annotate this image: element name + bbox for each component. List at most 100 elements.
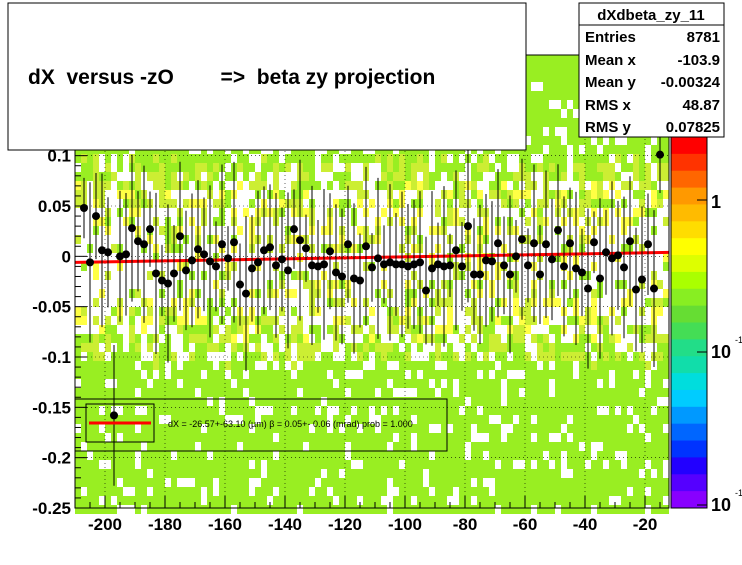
heatmap-cell [105, 415, 111, 424]
heatmap-cell [561, 487, 567, 496]
heatmap-cell [357, 487, 363, 496]
heatmap-cell [495, 469, 501, 478]
heatmap-cell [261, 397, 267, 406]
data-point [152, 269, 160, 278]
heatmap-cell [351, 424, 357, 433]
heatmap-cell [627, 379, 633, 388]
heatmap-cell [213, 307, 219, 316]
heatmap-cell [501, 361, 507, 370]
heatmap-cell [231, 361, 237, 370]
heatmap-cell [651, 433, 657, 442]
heatmap-cell [273, 406, 279, 415]
heatmap-cell [393, 397, 399, 406]
heatmap-cell [351, 415, 357, 424]
heatmap-cell [333, 478, 339, 487]
heatmap-cell [507, 478, 513, 487]
heatmap-cell [195, 343, 201, 352]
heatmap-cell [513, 289, 519, 298]
heatmap-cell [507, 172, 513, 181]
heatmap-cell [411, 163, 417, 172]
data-point [470, 270, 478, 279]
heatmap-cell [459, 199, 465, 208]
heatmap-cell [513, 406, 519, 415]
heatmap-cell [81, 172, 87, 181]
heatmap-cell [639, 433, 645, 442]
x-tick-label: -80 [453, 515, 478, 534]
heatmap-cell [219, 460, 225, 469]
heatmap-cell [177, 487, 183, 496]
heatmap-cell [333, 370, 339, 379]
heatmap-cell [363, 343, 369, 352]
heatmap-cell [579, 433, 585, 442]
heatmap-cell [525, 370, 531, 379]
heatmap-cell [129, 370, 135, 379]
heatmap-cell [117, 469, 123, 478]
heatmap-cell [87, 487, 93, 496]
heatmap-cell [159, 226, 165, 235]
heatmap-cell [243, 496, 249, 505]
heatmap-cell [81, 316, 87, 325]
heatmap-cell [567, 406, 573, 415]
heatmap-cell [315, 379, 321, 388]
heatmap-cell [135, 505, 141, 514]
heatmap-cell [525, 163, 531, 172]
heatmap-cell [483, 154, 489, 163]
heatmap-cell [525, 64, 531, 73]
heatmap-cell [459, 397, 465, 406]
heatmap-cell [471, 415, 477, 424]
heatmap-cell [453, 460, 459, 469]
heatmap-cell [537, 352, 543, 361]
heatmap-cell [153, 424, 159, 433]
heatmap-cell [465, 478, 471, 487]
heatmap-cell [195, 433, 201, 442]
data-point [596, 274, 604, 283]
heatmap-cell [285, 460, 291, 469]
heatmap-cell [99, 469, 105, 478]
heatmap-cell [111, 325, 117, 334]
heatmap-cell [183, 415, 189, 424]
heatmap-cell [435, 478, 441, 487]
heatmap-cell [441, 451, 447, 460]
heatmap-cell [519, 451, 525, 460]
data-point [170, 269, 178, 278]
heatmap-cell [615, 478, 621, 487]
palette-swatch [671, 170, 707, 189]
heatmap-cell [633, 424, 639, 433]
heatmap-cell [165, 487, 171, 496]
heatmap-cell [363, 352, 369, 361]
heatmap-cell [663, 388, 669, 397]
heatmap-cell [333, 343, 339, 352]
heatmap-cell [171, 388, 177, 397]
heatmap-cell [141, 388, 147, 397]
heatmap-cell [435, 352, 441, 361]
heatmap-cell [303, 190, 309, 199]
heatmap-cell [663, 415, 669, 424]
heatmap-cell [597, 190, 603, 199]
heatmap-cell [567, 118, 573, 127]
heatmap-cell [441, 496, 447, 505]
heatmap-cell [249, 361, 255, 370]
heatmap-cell [327, 388, 333, 397]
heatmap-cell [105, 487, 111, 496]
heatmap-cell [129, 316, 135, 325]
heatmap-cell [609, 415, 615, 424]
heatmap-cell [81, 415, 87, 424]
heatmap-cell [633, 154, 639, 163]
heatmap-cell [183, 181, 189, 190]
heatmap-cell [129, 352, 135, 361]
heatmap-cell [393, 460, 399, 469]
heatmap-cell [555, 55, 561, 64]
heatmap-cell [369, 469, 375, 478]
heatmap-cell [627, 163, 633, 172]
heatmap-cell [153, 154, 159, 163]
heatmap-cell [111, 505, 117, 514]
heatmap-cell [225, 325, 231, 334]
heatmap-cell [225, 199, 231, 208]
heatmap-cell [213, 442, 219, 451]
heatmap-cell [75, 235, 81, 244]
heatmap-cell [549, 91, 555, 100]
heatmap-cell [213, 433, 219, 442]
heatmap-cell [321, 487, 327, 496]
heatmap-cell [273, 343, 279, 352]
heatmap-cell [501, 442, 507, 451]
